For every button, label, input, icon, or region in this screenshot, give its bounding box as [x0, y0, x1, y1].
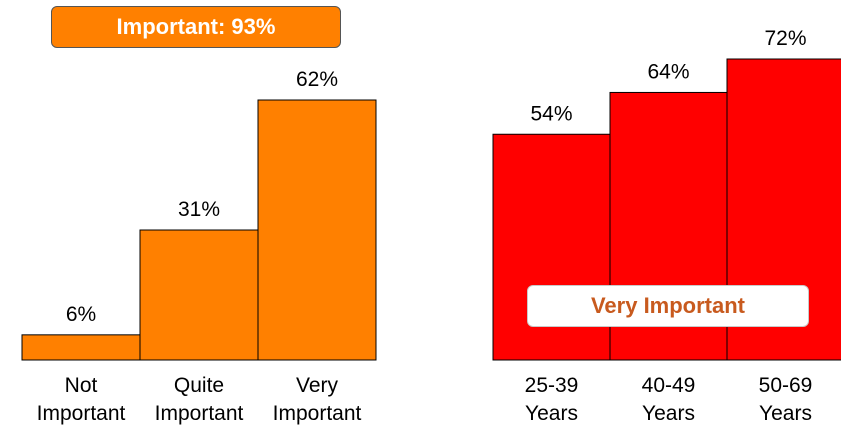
category-label: Important	[155, 402, 244, 425]
data-label: 31%	[178, 198, 220, 221]
category-label: 40-49	[642, 374, 696, 397]
category-label: Important	[37, 402, 126, 425]
category-label: Quite	[174, 374, 224, 397]
data-label: 6%	[66, 303, 96, 326]
category-label: Very	[296, 374, 339, 397]
bar	[139, 229, 259, 361]
category-label: Years	[759, 402, 812, 425]
data-label: 72%	[764, 27, 806, 50]
important-total-badge: Important: 93%	[51, 6, 341, 48]
category-label: Years	[525, 402, 578, 425]
category-label: Years	[642, 402, 695, 425]
data-label: 64%	[647, 60, 689, 83]
data-label: 62%	[296, 68, 338, 91]
category-label: Important	[273, 402, 362, 425]
category-label: 50-69	[759, 374, 813, 397]
category-label: 25-39	[525, 374, 579, 397]
bar	[21, 334, 141, 361]
bar	[257, 99, 377, 361]
data-label: 54%	[530, 102, 572, 125]
very-important-badge: Very Important	[527, 285, 809, 327]
category-label: Not	[65, 374, 98, 397]
